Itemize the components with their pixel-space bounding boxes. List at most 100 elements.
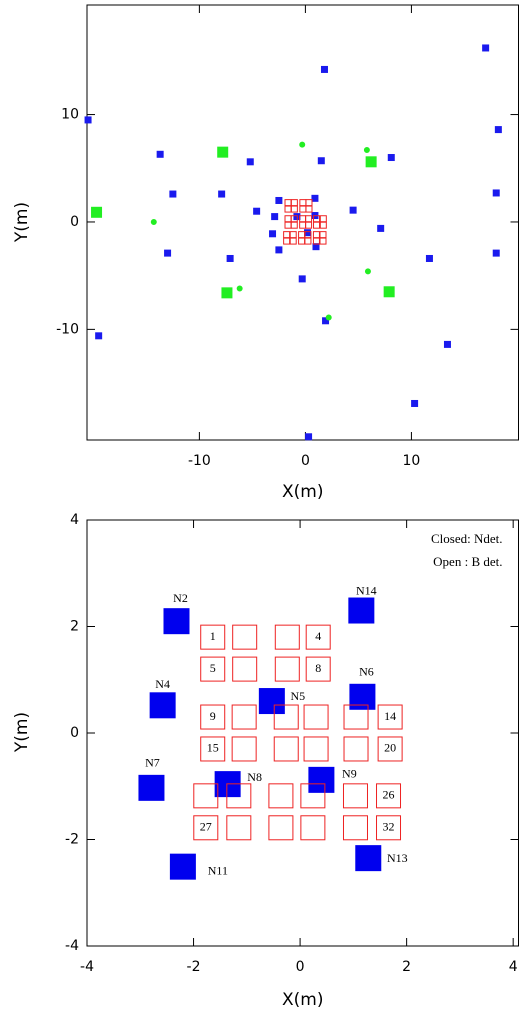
- point-label: 27: [200, 820, 212, 834]
- point: [308, 766, 335, 793]
- point: [163, 608, 190, 635]
- point: [342, 783, 368, 809]
- point: [217, 146, 229, 158]
- point: [150, 218, 157, 225]
- point: [355, 845, 382, 872]
- point-label: N2: [173, 591, 188, 605]
- point: [303, 736, 329, 762]
- point: [349, 206, 357, 214]
- point: [218, 190, 226, 198]
- point: [320, 65, 328, 73]
- point: [305, 215, 313, 223]
- point: [299, 205, 307, 213]
- point-label: 4: [315, 629, 321, 643]
- point: [273, 704, 299, 730]
- point: [363, 147, 370, 153]
- point: [289, 231, 297, 239]
- point: [226, 254, 234, 262]
- point: [298, 275, 306, 283]
- point: [258, 688, 285, 715]
- point: [299, 221, 307, 229]
- x-tick-label: 2: [402, 959, 411, 975]
- point: [269, 230, 277, 238]
- point: [271, 213, 279, 221]
- point: [231, 736, 257, 762]
- point: [284, 205, 292, 213]
- point: [246, 158, 254, 166]
- y-tick-label: -10: [56, 321, 79, 337]
- point: [299, 141, 306, 148]
- x-tick-label: 4: [509, 959, 518, 975]
- point: [365, 156, 377, 168]
- point: [226, 815, 252, 841]
- point: [84, 116, 92, 124]
- point-label: 20: [384, 741, 396, 755]
- point: [290, 199, 298, 207]
- point: [312, 237, 320, 245]
- point-label: 15: [207, 741, 219, 755]
- point: [268, 815, 294, 841]
- point: [274, 624, 300, 650]
- x-tick-label: -2: [187, 959, 201, 975]
- x-tick-label: -4: [80, 959, 94, 975]
- point-label: 14: [384, 709, 396, 723]
- plot-frame: [86, 519, 519, 947]
- point: [343, 704, 369, 730]
- point: [313, 221, 321, 229]
- point: [275, 246, 283, 254]
- point: [311, 194, 319, 202]
- y-tick-label: 4: [70, 512, 79, 528]
- point: [274, 656, 300, 682]
- point: [342, 815, 368, 841]
- point: [383, 286, 395, 298]
- point-label: N9: [342, 767, 357, 781]
- point: [268, 783, 294, 809]
- point: [343, 736, 369, 762]
- point: [149, 692, 176, 719]
- point-label: 1: [210, 629, 216, 643]
- point: [200, 704, 226, 730]
- point: [348, 597, 375, 624]
- point: [138, 774, 165, 801]
- point: [305, 656, 331, 682]
- point: [322, 317, 330, 325]
- point: [283, 231, 291, 239]
- point: [298, 231, 306, 239]
- point: [305, 624, 331, 650]
- point: [377, 224, 385, 232]
- point: [200, 736, 226, 762]
- legend-entry: Closed: Ndet.: [431, 531, 503, 546]
- point: [95, 332, 103, 340]
- point: [317, 157, 325, 165]
- point: [284, 215, 292, 223]
- y-axis-label: Y(m): [12, 712, 32, 753]
- point: [411, 399, 419, 407]
- point: [349, 683, 376, 710]
- point: [303, 704, 329, 730]
- point: [253, 207, 261, 215]
- point: [443, 340, 451, 348]
- point: [236, 285, 243, 292]
- point-label: 5: [210, 661, 216, 675]
- point: [364, 268, 371, 275]
- point: [425, 254, 433, 262]
- point: [298, 237, 306, 245]
- point: [193, 783, 219, 809]
- point: [319, 237, 327, 245]
- point: [169, 853, 196, 880]
- point-label: N13: [387, 851, 408, 865]
- point: [200, 624, 226, 650]
- point: [290, 205, 298, 213]
- point: [283, 237, 291, 245]
- point: [299, 199, 307, 207]
- point: [284, 199, 292, 207]
- point: [299, 215, 307, 223]
- point: [169, 190, 177, 198]
- x-tick-label: 0: [301, 453, 310, 469]
- point: [325, 314, 332, 321]
- point: [376, 783, 402, 809]
- point: [193, 815, 219, 841]
- point: [221, 287, 233, 299]
- point: [232, 624, 258, 650]
